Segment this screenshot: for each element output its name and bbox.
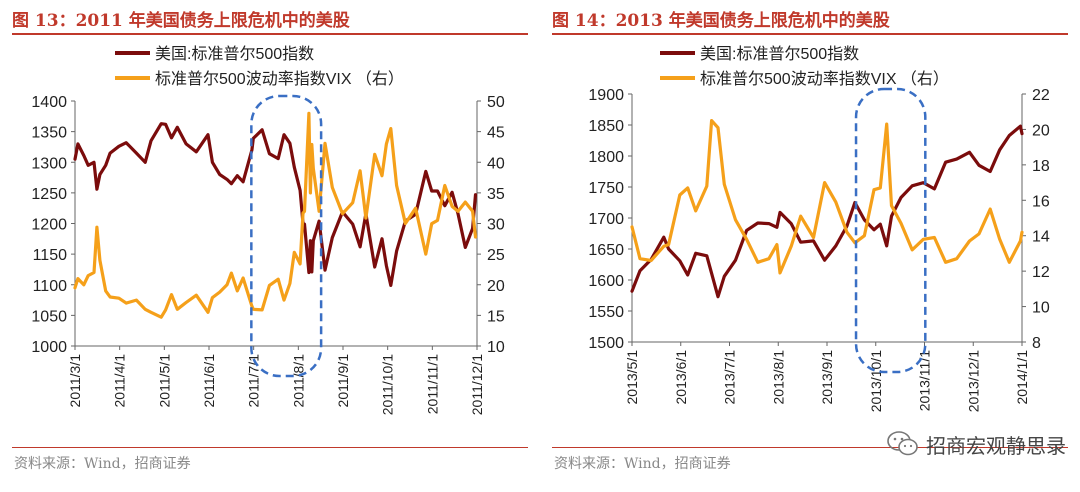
y-tick-label-right: 15 bbox=[487, 308, 505, 325]
y-tick-label-left: 1300 bbox=[31, 155, 67, 172]
x-tick-label: 2011/12/1 bbox=[469, 354, 485, 415]
sp500-line bbox=[73, 122, 478, 287]
figure-title: 图 14：2013 年美国债务上限危机中的美股 bbox=[552, 11, 890, 31]
y-tick-label-left: 1850 bbox=[588, 118, 624, 135]
y-tick-label-left: 1800 bbox=[588, 149, 624, 166]
line-chart-2011: 1000 1050 1100 1150 1200 1250 1300 1350 1400 10 15… bbox=[31, 45, 505, 415]
y-tick-label-left: 1900 bbox=[588, 87, 624, 104]
legend-label-vix: 标准普尔500波动率指数VIX （右） bbox=[155, 70, 404, 88]
y-tick-label-right: 22 bbox=[1032, 87, 1050, 104]
y-tick-label-right: 16 bbox=[1032, 193, 1050, 210]
y-tick-label-right: 30 bbox=[487, 217, 505, 234]
x-tick-label: 2013/7/1 bbox=[722, 350, 738, 405]
y-tick-label-left: 1750 bbox=[588, 180, 624, 197]
x-tick-label: 2013/10/1 bbox=[868, 350, 884, 412]
x-tick-label: 2011/11/1 bbox=[424, 354, 440, 414]
y-tick-label-right: 12 bbox=[1032, 264, 1050, 281]
x-tick-label: 2011/3/1 bbox=[67, 354, 83, 408]
y-tick-label-left: 1250 bbox=[31, 186, 67, 203]
y-tick-label-right: 10 bbox=[1032, 300, 1050, 317]
y-tick-label-left: 1600 bbox=[588, 273, 624, 290]
line-chart-2013: 1500 1550 1600 1650 1700 1750 1800 1850 1900 8 10 1… bbox=[588, 45, 1050, 412]
vix-line bbox=[73, 111, 478, 319]
chart-panel-2011: 图 13：2011 年美国债务上限危机中的美股 1000 1050 1100 1150… bbox=[12, 11, 528, 472]
y-tick-label-right: 8 bbox=[1032, 335, 1041, 352]
y-tick-label-left: 1000 bbox=[31, 339, 67, 356]
y-tick-label-right: 25 bbox=[487, 247, 505, 264]
wechat-icon bbox=[887, 431, 918, 456]
x-tick-label: 2011/9/1 bbox=[335, 354, 351, 408]
x-tick-label: 2013/8/1 bbox=[770, 350, 786, 405]
y-tick-label-right: 40 bbox=[487, 155, 505, 172]
x-tick-label: 2013/12/1 bbox=[965, 350, 981, 412]
x-tick-label: 2014/1/1 bbox=[1014, 350, 1030, 405]
title-rule bbox=[552, 33, 1068, 35]
vix-line bbox=[630, 119, 1024, 275]
y-tick-label-left: 1050 bbox=[31, 308, 67, 325]
highlight-dashed-box bbox=[854, 87, 927, 374]
y-tick-label-right: 50 bbox=[487, 94, 505, 111]
y-tick-label-left: 1550 bbox=[588, 304, 624, 321]
y-tick-label-right: 20 bbox=[1032, 122, 1050, 139]
chart-panel-2013: 图 14：2013 年美国债务上限危机中的美股 1500 1550 1600 1650… bbox=[540, 0, 1080, 492]
x-tick-label: 2011/6/1 bbox=[201, 354, 217, 408]
figure-title: 图 13：2011 年美国债务上限危机中的美股 bbox=[12, 11, 350, 31]
y-tick-label-right: 45 bbox=[487, 125, 505, 142]
x-tick-label: 2011/10/1 bbox=[380, 354, 396, 415]
legend-label-sp500: 美国:标准普尔500指数 bbox=[155, 45, 314, 63]
y-tick-label-left: 1100 bbox=[33, 278, 68, 295]
source-rule bbox=[552, 447, 1068, 448]
y-tick-label-left: 1400 bbox=[31, 94, 67, 111]
y-tick-label-left: 1350 bbox=[31, 125, 67, 142]
x-tick-label: 2011/7/1 bbox=[246, 354, 262, 408]
y-tick-label-left: 1650 bbox=[588, 242, 624, 259]
y-tick-label-left: 1200 bbox=[31, 217, 67, 234]
watermark-text: 招商宏观静思录 bbox=[926, 433, 1066, 458]
x-tick-label: 2011/8/1 bbox=[290, 354, 306, 408]
sp500-line bbox=[630, 124, 1024, 299]
x-tick-label: 2013/6/1 bbox=[673, 350, 689, 405]
title-rule bbox=[12, 33, 528, 35]
wechat-watermark: 招商宏观静思录 bbox=[886, 428, 1066, 460]
x-tick-label: 2011/5/1 bbox=[156, 354, 172, 408]
x-tick-label: 2013/9/1 bbox=[819, 350, 835, 405]
source-note: 资料来源：Wind，招商证券 bbox=[554, 456, 731, 472]
legend-label-vix: 标准普尔500波动率指数VIX （右） bbox=[700, 70, 949, 88]
x-tick-label: 2013/5/1 bbox=[624, 350, 640, 405]
y-tick-label-right: 10 bbox=[487, 339, 505, 356]
y-tick-label-left: 1700 bbox=[588, 211, 624, 228]
y-tick-label-left: 1150 bbox=[33, 247, 68, 264]
y-tick-label-right: 14 bbox=[1032, 229, 1050, 246]
y-tick-label-left: 1500 bbox=[588, 335, 624, 352]
highlight-dashed-box bbox=[250, 94, 323, 378]
x-tick-label: 2013/11/1 bbox=[917, 350, 933, 411]
x-tick-label: 2011/4/1 bbox=[112, 354, 128, 408]
y-tick-label-right: 18 bbox=[1032, 158, 1050, 175]
y-tick-label-right: 35 bbox=[487, 186, 505, 203]
source-rule bbox=[12, 447, 528, 448]
legend-label-sp500: 美国:标准普尔500指数 bbox=[700, 45, 859, 63]
y-tick-label-right: 20 bbox=[487, 278, 505, 295]
source-note: 资料来源：Wind，招商证券 bbox=[14, 456, 191, 472]
